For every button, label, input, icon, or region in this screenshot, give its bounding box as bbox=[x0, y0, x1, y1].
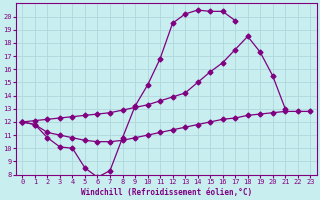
X-axis label: Windchill (Refroidissement éolien,°C): Windchill (Refroidissement éolien,°C) bbox=[81, 188, 252, 197]
